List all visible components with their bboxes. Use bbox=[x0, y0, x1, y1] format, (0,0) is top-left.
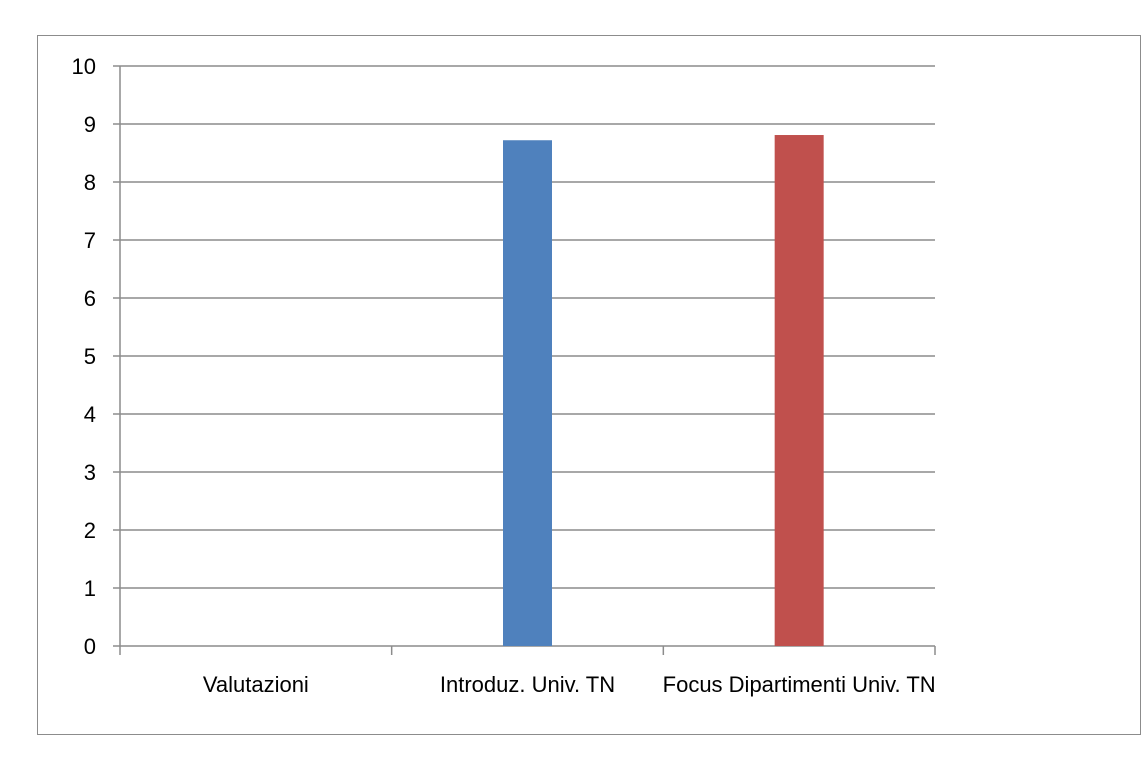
chart-frame bbox=[37, 35, 1141, 735]
y-tick-label-5: 5 bbox=[84, 344, 96, 369]
x-tick-label-1: Introduz. Univ. TN bbox=[440, 672, 615, 697]
y-tick-label-7: 7 bbox=[84, 228, 96, 253]
x-tick-labels: Valutazioni Introduz. Univ. TN Focus Dipar… bbox=[203, 672, 936, 697]
y-tick-label-1: 1 bbox=[84, 576, 96, 601]
bar-2 bbox=[774, 135, 824, 646]
x-tick-label-2: Focus Dipartimenti Univ. TN bbox=[663, 672, 936, 697]
y-tick-label-4: 4 bbox=[84, 402, 96, 427]
y-tick-label-10: 10 bbox=[72, 54, 96, 79]
y-tick-label-8: 8 bbox=[84, 170, 96, 195]
y-tick-label-3: 3 bbox=[84, 460, 96, 485]
y-tick-label-6: 6 bbox=[84, 286, 96, 311]
y-tick-label-0: 0 bbox=[84, 634, 96, 659]
y-tick-label-2: 2 bbox=[84, 518, 96, 543]
bars bbox=[503, 135, 824, 647]
bar-1 bbox=[503, 140, 552, 647]
y-tick-label-9: 9 bbox=[84, 112, 96, 137]
x-tick-label-0: Valutazioni bbox=[203, 672, 309, 697]
y-tick-labels: 0 1 2 3 4 5 6 7 8 9 10 bbox=[72, 54, 96, 659]
